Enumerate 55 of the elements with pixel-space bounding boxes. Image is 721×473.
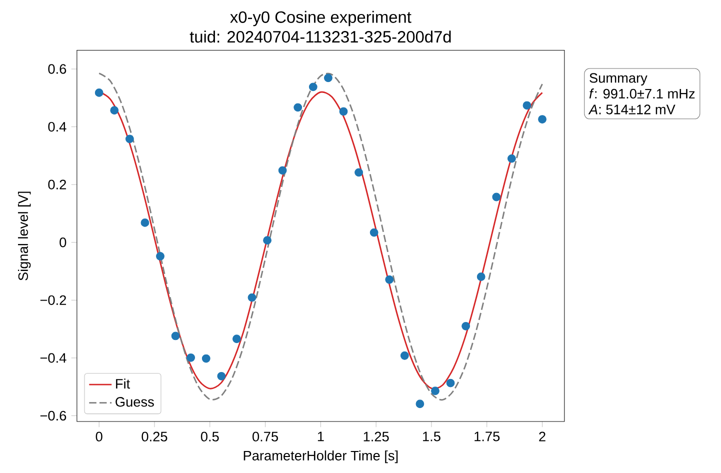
point <box>217 372 226 380</box>
legend-label: Fit <box>116 378 130 389</box>
legend-label: Guess <box>116 397 154 407</box>
point <box>446 379 455 388</box>
point <box>507 154 516 163</box>
point <box>232 334 241 344</box>
text: f: 991.0±7.1 mHz <box>589 88 695 99</box>
point <box>94 88 104 98</box>
x-axis-title: ParameterHolder Time [s] <box>244 450 398 464</box>
text: A: 514±12 mV <box>588 104 676 114</box>
point <box>462 322 470 330</box>
x-tick-label: 2 <box>539 432 546 442</box>
y-tick-label: −0.6 <box>40 411 66 421</box>
point <box>171 332 180 340</box>
point <box>110 106 119 115</box>
point <box>354 168 363 177</box>
y-tick-label: 0.2 <box>48 180 66 190</box>
point <box>294 103 302 112</box>
point <box>324 74 332 82</box>
y-tick-label: 0.4 <box>48 122 66 132</box>
point <box>278 166 287 175</box>
x-tick-label: 0.25 <box>142 432 168 442</box>
text: Summary <box>590 73 648 86</box>
x-tick-label: 0.5 <box>200 432 219 442</box>
x-tick-label: 1.75 <box>474 432 500 442</box>
point <box>416 400 424 408</box>
point <box>140 218 150 228</box>
point <box>125 134 134 144</box>
y-tick-label: −0.4 <box>40 353 66 363</box>
y-tick-label: −0.2 <box>40 295 66 306</box>
chart-subtitle: tuid: 20240704-113231-325-200d7d <box>190 30 451 43</box>
y-tick-label: 0 <box>60 238 66 248</box>
point <box>492 192 501 202</box>
point <box>202 354 210 363</box>
point <box>431 386 440 396</box>
point <box>476 272 486 282</box>
point <box>385 276 394 284</box>
point <box>156 252 164 261</box>
point <box>186 354 196 362</box>
point <box>538 115 546 124</box>
point <box>400 352 409 360</box>
point <box>339 107 348 116</box>
point <box>248 293 256 302</box>
point <box>308 82 318 92</box>
y-tick-label: 0.6 <box>48 64 66 74</box>
point <box>522 101 532 110</box>
x-tick-label: 0.75 <box>252 432 278 442</box>
x-tick-label: 0 <box>96 432 102 442</box>
x-tick-label: 1.25 <box>364 432 389 442</box>
y-axis-title: Signal level [V] <box>18 192 31 281</box>
point <box>263 236 272 245</box>
point <box>370 228 378 237</box>
x-tick-label: 1 <box>318 432 324 442</box>
x-tick-label: 1.5 <box>423 432 440 442</box>
chart-title: x0-y0 Cosine experiment <box>230 11 412 26</box>
